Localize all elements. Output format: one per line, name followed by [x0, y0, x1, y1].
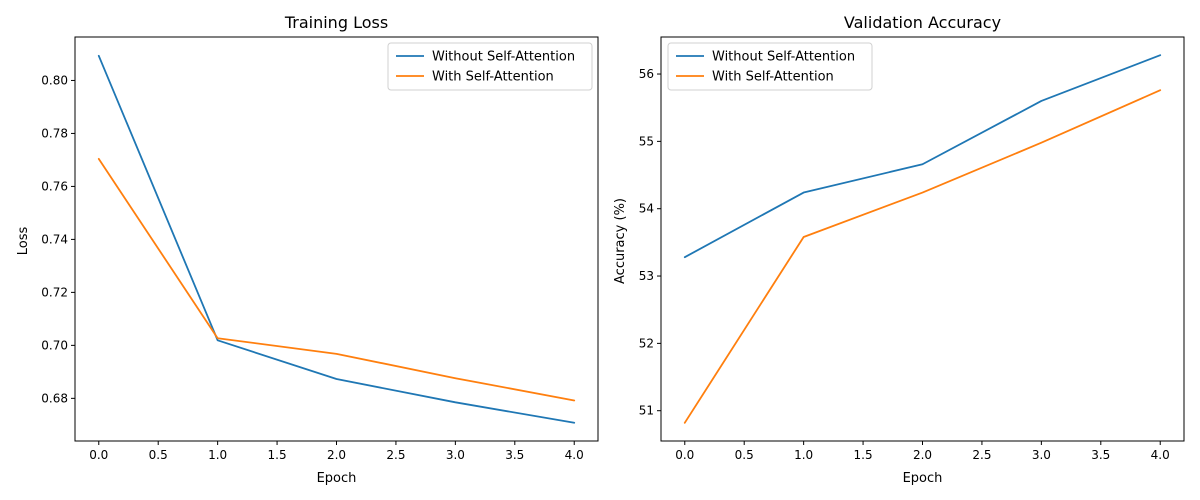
y-tick-label: 0.80 — [41, 73, 68, 87]
x-tick-label: 2.0 — [327, 448, 346, 462]
x-tick-label: 0.5 — [735, 448, 754, 462]
x-axis-label: Epoch — [317, 471, 357, 486]
x-tick-label: 1.0 — [794, 448, 813, 462]
x-tick-label: 1.0 — [208, 448, 227, 462]
x-tick-label: 3.0 — [446, 448, 465, 462]
x-tick-label: 3.5 — [1091, 448, 1110, 462]
y-tick-label: 53 — [639, 269, 654, 283]
x-tick-label: 0.0 — [675, 448, 694, 462]
y-tick-label: 0.74 — [41, 232, 68, 246]
chart-title: Validation Accuracy — [844, 13, 1001, 32]
chart-title: Training Loss — [284, 13, 388, 32]
legend: Without Self-Attention With Self-Attentio… — [387, 42, 593, 91]
y-axis-label: Accuracy (%) — [613, 198, 628, 284]
legend-label: With Self-Attention — [712, 70, 834, 85]
legend: Without Self-Attention With Self-Attentio… — [667, 42, 873, 91]
legend-box — [667, 42, 873, 91]
x-tick-label: 4.0 — [565, 448, 584, 462]
x-tick-label: 2.5 — [386, 448, 405, 462]
legend-box — [387, 42, 593, 91]
y-tick-label: 0.72 — [41, 285, 68, 299]
legend-label: Without Self-Attention — [712, 50, 855, 65]
y-tick-label: 56 — [639, 67, 654, 81]
x-tick-label: 2.0 — [913, 448, 932, 462]
x-tick-label: 2.5 — [972, 448, 991, 462]
y-tick-label: 0.70 — [41, 338, 68, 352]
y-axis-label: Loss — [16, 227, 31, 256]
series-line-without-self-attention — [97, 54, 576, 424]
y-tick-label: 52 — [639, 336, 654, 350]
y-tick-label: 54 — [639, 202, 654, 216]
y-tick-label: 0.78 — [41, 126, 68, 140]
y-tick-label: 0.68 — [41, 391, 68, 405]
series-line-with-self-attention — [683, 89, 1162, 424]
x-tick-label: 0.0 — [89, 448, 108, 462]
x-tick-label: 1.5 — [854, 448, 873, 462]
validation-accuracy-chart: Validation Accuracy Epoch Accuracy (%) 0… — [613, 13, 1185, 486]
legend-label: With Self-Attention — [432, 70, 554, 85]
x-tick-label: 4.0 — [1151, 448, 1170, 462]
x-tick-label: 1.5 — [268, 448, 287, 462]
y-tick-label: 51 — [639, 404, 654, 418]
x-axis-label: Epoch — [903, 471, 943, 486]
y-tick-label: 0.76 — [41, 179, 68, 193]
x-tick-label: 3.0 — [1032, 448, 1051, 462]
series-line-without-self-attention — [683, 54, 1162, 259]
x-tick-label: 3.5 — [505, 448, 524, 462]
y-tick-label: 55 — [639, 134, 654, 148]
series-line-with-self-attention — [97, 157, 576, 402]
legend-label: Without Self-Attention — [432, 50, 575, 65]
training-loss-chart: Training Loss Epoch Loss 0.0 0.5 1.0 1.5 2.0… — [16, 13, 599, 486]
x-tick-label: 0.5 — [149, 448, 168, 462]
